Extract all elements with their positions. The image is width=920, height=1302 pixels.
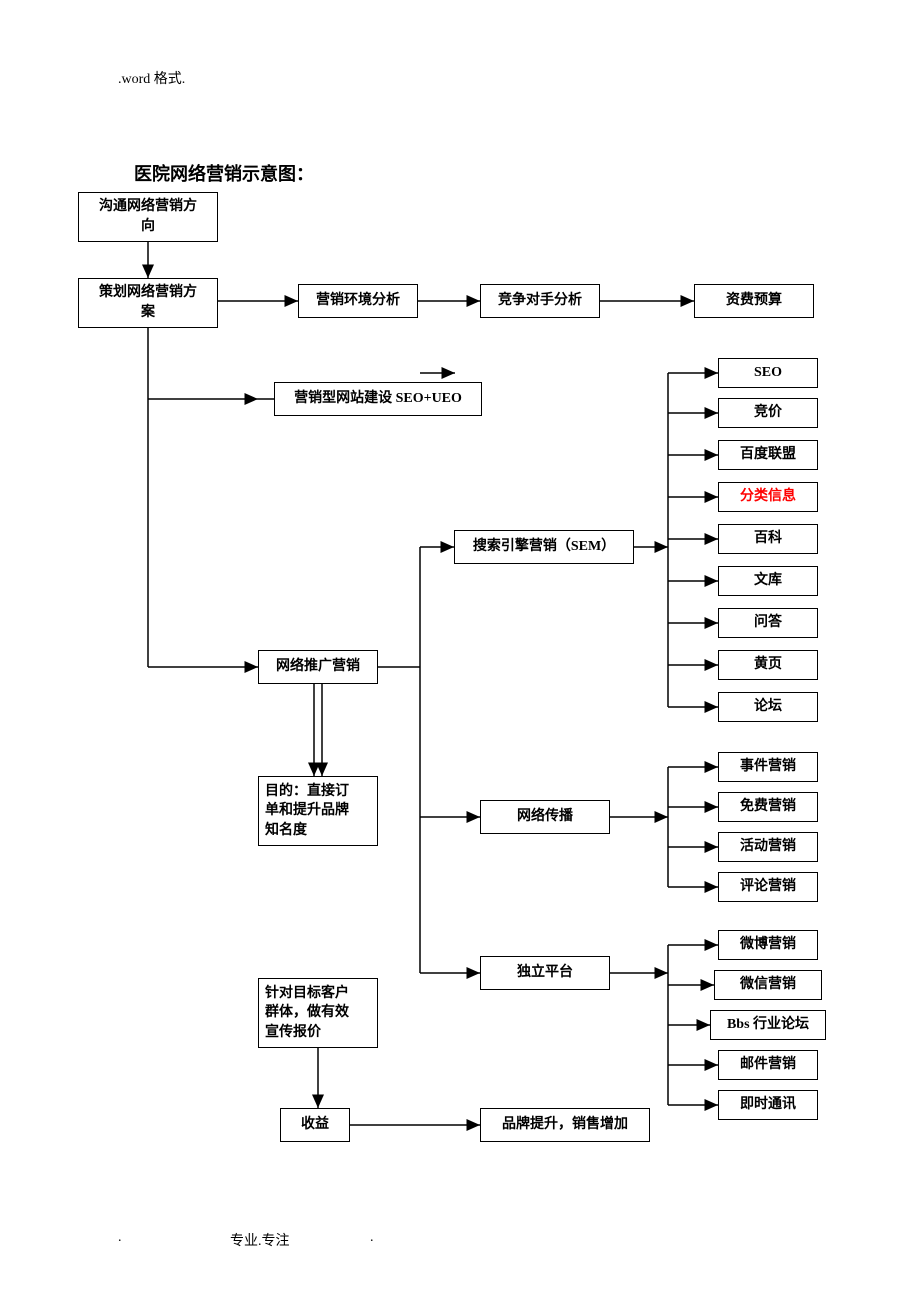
header-text: .word 格式.	[118, 68, 185, 88]
page-title: 医院网络营销示意图：	[134, 160, 314, 186]
footer-mid: 专业.专注	[230, 1230, 290, 1250]
node-n2: 策划网络营销方 案	[78, 278, 218, 328]
node-ev: 事件营销	[718, 752, 818, 782]
node-bk: 百科	[718, 524, 818, 554]
node-hy: 黄页	[718, 650, 818, 680]
node-fr: 免费营销	[718, 792, 818, 822]
node-wb: 微博营销	[718, 930, 818, 960]
node-im: 即时通讯	[718, 1090, 818, 1120]
node-mail: 邮件营销	[718, 1050, 818, 1080]
node-seo: SEO	[718, 358, 818, 388]
node-ac: 活动营销	[718, 832, 818, 862]
page: .word 格式. 医院网络营销示意图：	[0, 0, 920, 1302]
node-n8: 目的：直接订 单和提升品牌 知名度	[258, 776, 378, 846]
node-n5: 资费预算	[694, 284, 814, 318]
node-sem: 搜索引擎营销（SEM）	[454, 530, 634, 564]
node-n1: 沟通网络营销方 向	[78, 192, 218, 242]
node-ind: 独立平台	[480, 956, 610, 990]
node-bbs: Bbs 行业论坛	[710, 1010, 826, 1040]
footer-right: .	[370, 1230, 374, 1246]
node-cm: 评论营销	[718, 872, 818, 902]
node-wd: 问答	[718, 608, 818, 638]
node-bdu: 百度联盟	[718, 440, 818, 470]
node-wk: 文库	[718, 566, 818, 596]
node-bid: 竞价	[718, 398, 818, 428]
node-n7: 网络推广营销	[258, 650, 378, 684]
node-n11: 品牌提升，销售增加	[480, 1108, 650, 1142]
node-n10: 收益	[280, 1108, 350, 1142]
node-net: 网络传播	[480, 800, 610, 834]
node-cls: 分类信息	[718, 482, 818, 512]
node-wx: 微信营销	[714, 970, 822, 1000]
node-n9: 针对目标客户 群体，做有效 宣传报价	[258, 978, 378, 1048]
footer-left: .	[118, 1230, 122, 1246]
node-lt: 论坛	[718, 692, 818, 722]
node-n4: 竞争对手分析	[480, 284, 600, 318]
node-n3: 营销环境分析	[298, 284, 418, 318]
node-n6: 营销型网站建设 SEO+UEO	[274, 382, 482, 416]
